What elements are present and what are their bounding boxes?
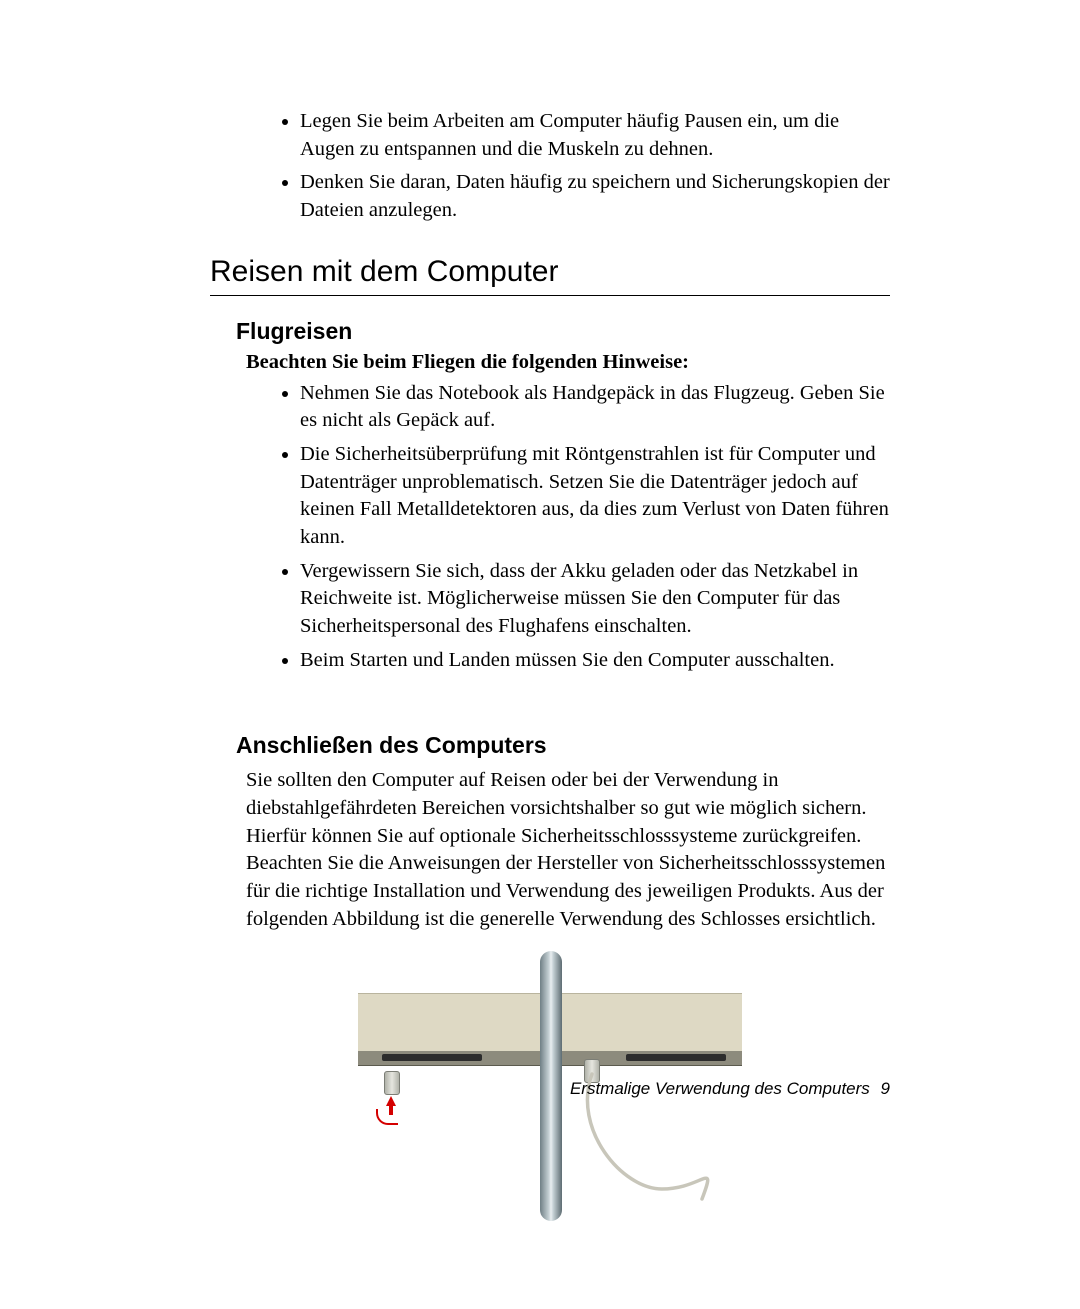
- list-item: Nehmen Sie das Notebook als Handgepäck i…: [300, 380, 890, 435]
- lock-slot-left: [382, 1054, 482, 1061]
- anschliessen-body: Sie sollten den Computer auf Reisen oder…: [246, 767, 890, 933]
- spacer: [210, 680, 890, 710]
- lock-cylinder-left: [384, 1071, 400, 1095]
- list-item: Beim Starten und Landen müssen Sie den C…: [300, 647, 890, 675]
- flugreisen-bullet-list: Nehmen Sie das Notebook als Handgepäck i…: [210, 380, 890, 675]
- list-item: Denken Sie daran, Daten häufig zu speich…: [300, 169, 890, 224]
- flugreisen-intro: Beachten Sie beim Fliegen die folgenden …: [246, 351, 890, 374]
- list-item: Legen Sie beim Arbeiten am Computer häuf…: [300, 108, 890, 163]
- pole-shape: [540, 951, 562, 1221]
- lock-slot-right: [626, 1054, 726, 1061]
- carryover-bullet-list: Legen Sie beim Arbeiten am Computer häuf…: [210, 108, 890, 225]
- document-page: Legen Sie beim Arbeiten am Computer häuf…: [0, 0, 1080, 1309]
- footer-page-number: 9: [881, 1079, 890, 1098]
- insert-arrow-curve: [376, 1109, 398, 1125]
- subsection-anschliessen: Anschließen des Computers: [236, 732, 890, 759]
- subsection-flugreisen: Flugreisen: [236, 318, 890, 345]
- section-title-reisen: Reisen mit dem Computer: [210, 255, 890, 296]
- page-footer: Erstmalige Verwendung des Computers 9: [570, 1079, 890, 1099]
- list-item: Vergewissern Sie sich, dass der Akku gel…: [300, 558, 890, 641]
- footer-chapter: Erstmalige Verwendung des Computers: [570, 1079, 870, 1098]
- list-item: Die Sicherheitsüberprüfung mit Röntgenst…: [300, 441, 890, 552]
